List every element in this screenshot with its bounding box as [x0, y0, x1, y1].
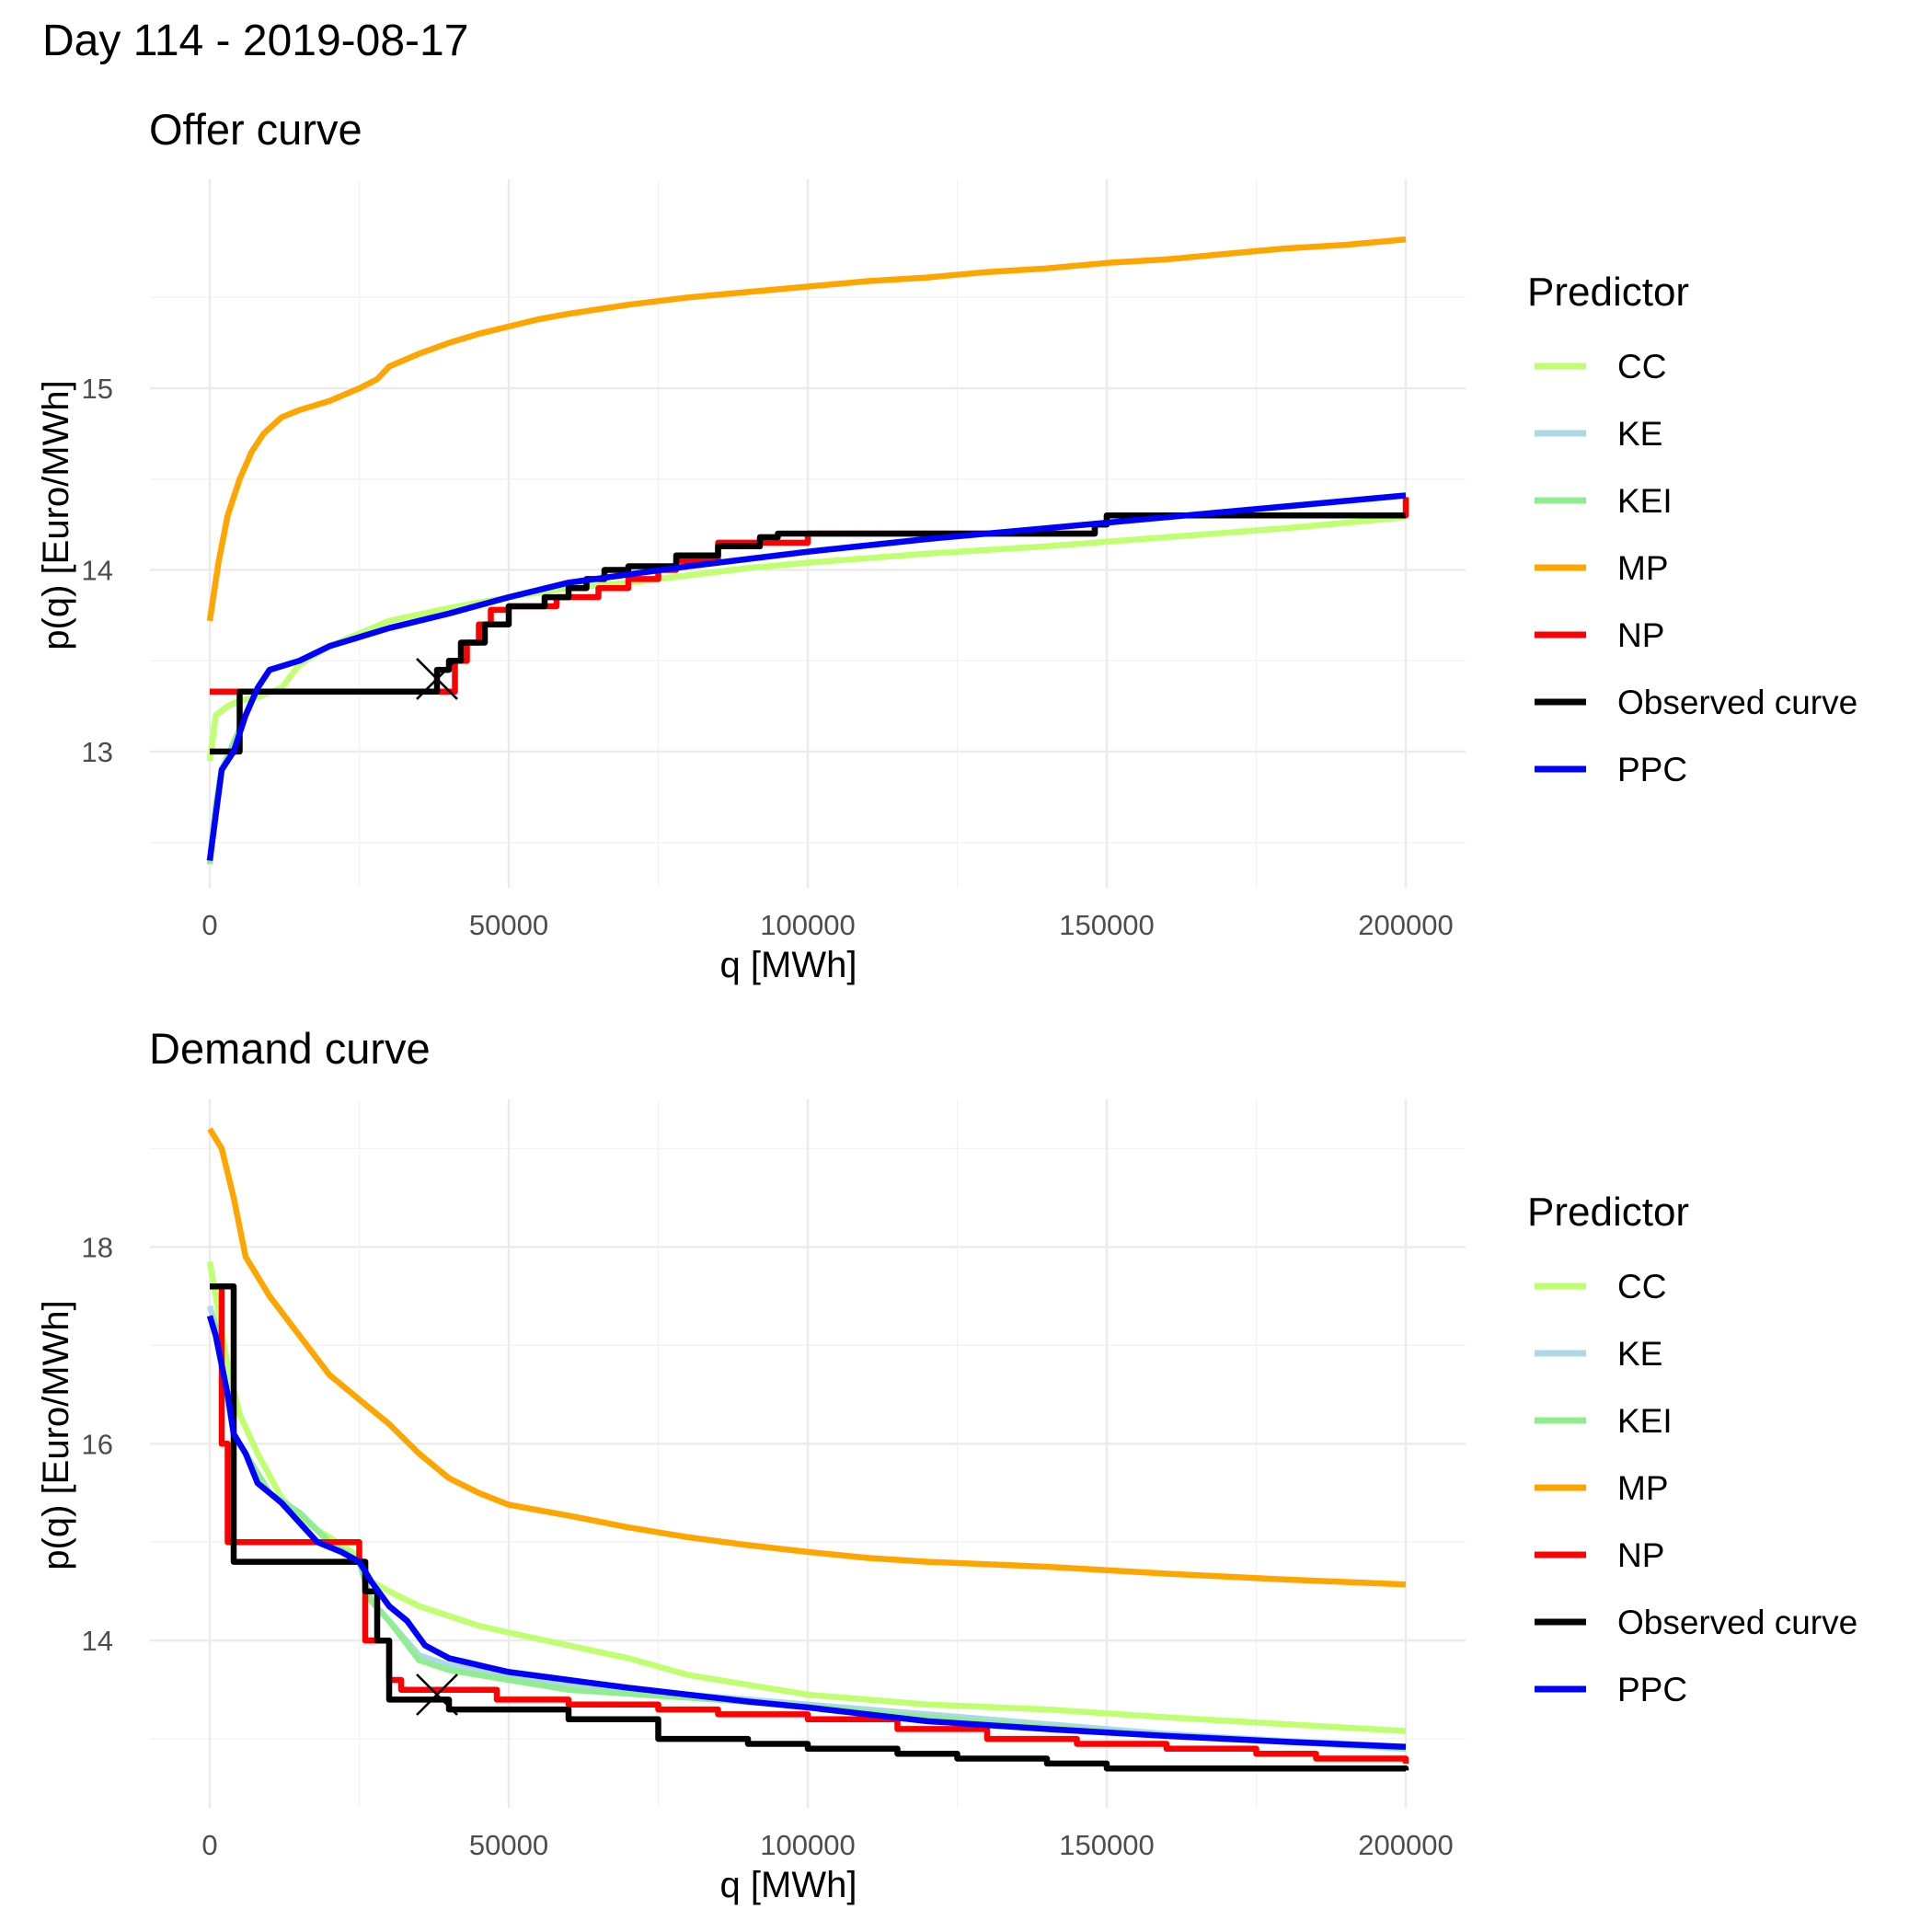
- demand-legend-label: NP: [1617, 1536, 1664, 1574]
- demand-legend-title: Predictor: [1527, 1190, 1689, 1235]
- demand-x-tick-labels: 0 50000 100000 150000 200000: [201, 1829, 1453, 1861]
- offer-legend-item-observed-curve: Observed curve: [1535, 684, 1857, 721]
- demand-legend-item-mp: MP: [1535, 1469, 1669, 1507]
- offer-legend-label: PPC: [1617, 751, 1687, 788]
- demand-legend-label: KEI: [1617, 1402, 1673, 1440]
- demand-x-tick-label: 150000: [1059, 1829, 1154, 1861]
- demand-series-ppc: [206, 1315, 1407, 1750]
- offer-series-mp: [206, 236, 1407, 622]
- demand-legend-label: Observed curve: [1617, 1604, 1857, 1641]
- demand-y-tick-labels: 14 16 18: [82, 1231, 113, 1657]
- offer-legend-item-cc: CC: [1535, 348, 1666, 385]
- demand-legend-label: CC: [1617, 1268, 1666, 1305]
- offer-x-tick-label: 200000: [1358, 909, 1453, 941]
- demand-legend-label: MP: [1617, 1469, 1669, 1507]
- offer-curve-panel: Offer curve 0 50000 100000 150000 200000 131…: [36, 105, 1857, 985]
- demand-x-axis-title: q [MWh]: [720, 1865, 857, 1905]
- offer-y-tick-label: 13: [82, 736, 113, 768]
- demand-legend-item-ppc: PPC: [1535, 1671, 1687, 1708]
- offer-legend: Predictor CC KE KEI MP NP Observed curve PPC: [1527, 270, 1857, 788]
- offer-legend-label: KEI: [1617, 482, 1673, 520]
- demand-y-tick-label: 16: [82, 1428, 113, 1460]
- offer-marker-stroke: [416, 658, 458, 700]
- offer-x-axis-title: q [MWh]: [720, 945, 857, 985]
- offer-legend-item-ke: KE: [1535, 415, 1662, 453]
- demand-series-mp: [207, 1127, 1407, 1588]
- offer-y-tick-label: 14: [82, 554, 113, 586]
- page-title: Day 114 - 2019-08-17: [42, 17, 468, 65]
- offer-legend-label: CC: [1617, 348, 1666, 385]
- demand-marker-stroke: [416, 1673, 458, 1716]
- offer-x-tick-label: 50000: [469, 909, 548, 941]
- offer-legend-items: CC KE KEI MP NP Observed curve PPC: [1535, 348, 1857, 788]
- demand-x-tick-label: 50000: [469, 1829, 548, 1861]
- demand-series-cc: [206, 1260, 1407, 1734]
- demand-x-tick-label: 0: [201, 1829, 217, 1861]
- demand-panel-title: Demand curve: [149, 1024, 431, 1073]
- offer-legend-label: KE: [1617, 415, 1662, 453]
- offer-legend-label: NP: [1617, 616, 1664, 654]
- demand-legend-item-kei: KEI: [1535, 1402, 1673, 1440]
- demand-legend-label: PPC: [1617, 1671, 1687, 1708]
- offer-grid: [150, 179, 1466, 888]
- demand-legend-item-np: NP: [1535, 1536, 1664, 1574]
- offer-y-tick-label: 15: [82, 373, 113, 405]
- demand-x-tick-label: 200000: [1358, 1829, 1453, 1861]
- offer-legend-title: Predictor: [1527, 270, 1689, 315]
- demand-legend-item-cc: CC: [1535, 1268, 1666, 1305]
- demand-legend-label: KE: [1617, 1335, 1662, 1373]
- offer-legend-item-np: NP: [1535, 616, 1664, 654]
- demand-curve-panel: Demand curve 0 50000 100000 150000 200000 14…: [36, 1024, 1857, 1905]
- demand-x-tick-label: 100000: [760, 1829, 855, 1861]
- offer-equilibrium-marker: [416, 658, 458, 700]
- offer-panel-title: Offer curve: [149, 105, 362, 154]
- demand-y-tick-label: 14: [82, 1625, 113, 1657]
- demand-legend: Predictor CC KE KEI MP NP Observed curve PPC: [1527, 1190, 1857, 1708]
- offer-y-tick-labels: 13 14 15: [82, 373, 113, 768]
- demand-legend-items: CC KE KEI MP NP Observed curve PPC: [1535, 1268, 1857, 1708]
- offer-legend-item-mp: MP: [1535, 549, 1669, 587]
- demand-legend-item-observed-curve: Observed curve: [1535, 1604, 1857, 1641]
- demand-equilibrium-marker: [416, 1673, 458, 1716]
- offer-series-group: [206, 236, 1409, 865]
- demand-y-tick-label: 18: [82, 1231, 113, 1263]
- demand-y-axis-title: p(q) [Euro/MWh]: [36, 1300, 76, 1570]
- offer-y-axis-title: p(q) [Euro/MWh]: [36, 380, 76, 650]
- offer-x-tick-label: 150000: [1059, 909, 1154, 941]
- offer-x-tick-label: 100000: [760, 909, 855, 941]
- offer-legend-label: MP: [1617, 549, 1669, 587]
- offer-series-observed-curve: [210, 512, 1406, 755]
- offer-legend-item-ppc: PPC: [1535, 751, 1687, 788]
- offer-x-tick-label: 0: [201, 909, 217, 941]
- offer-series-ppc: [206, 492, 1407, 861]
- demand-legend-item-ke: KE: [1535, 1335, 1662, 1373]
- demand-series-group: [206, 1127, 1409, 1772]
- offer-x-tick-labels: 0 50000 100000 150000 200000: [201, 909, 1453, 941]
- offer-legend-label: Observed curve: [1617, 684, 1857, 721]
- offer-legend-item-kei: KEI: [1535, 482, 1673, 520]
